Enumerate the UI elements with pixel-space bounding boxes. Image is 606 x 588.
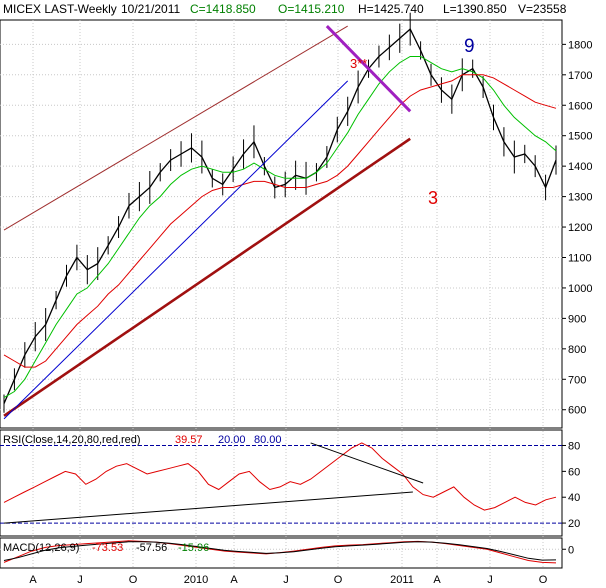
rsi-tick-label: 60 (568, 466, 580, 478)
x-tick-label: A (230, 574, 238, 586)
header-open: O=1415.210 (278, 2, 345, 16)
rsi-panel-frame (0, 429, 563, 537)
macd-label-macd: -73.53 (92, 542, 123, 554)
channel-top-trendline (3, 25, 348, 231)
rsi-tick-label: 40 (568, 492, 580, 504)
y-tick-label: 900 (568, 313, 586, 325)
rsi-label-lower: 20.00 (218, 434, 246, 446)
x-tick-label: 2011 (390, 574, 414, 586)
rsi-layer (0, 442, 562, 524)
rsi-label-name: RSI(Close,14,20,80,red,red) (3, 434, 141, 446)
rsi-label-upper: 80.00 (254, 434, 282, 446)
x-tick-label: O (334, 574, 343, 586)
macd-label-hist: -15.96 (178, 542, 209, 554)
rsi-support-trendline (3, 491, 413, 524)
x-tick-label: A (29, 574, 37, 586)
macd-label-signal: -57.56 (136, 542, 167, 554)
x-tick-label: J (77, 574, 83, 586)
ma-green-series (3, 56, 557, 399)
y-tick-label: 1300 (568, 192, 592, 204)
x-tick-label: J (487, 574, 493, 586)
y-tick-label: 1800 (568, 39, 592, 51)
ma-red-series (3, 74, 557, 368)
y-tick-label: 1700 (568, 70, 592, 82)
trendline-layer (3, 25, 412, 420)
macd-signal-line (3, 541, 557, 561)
header-low: L=1390.850 (443, 2, 507, 16)
grid-layer (0, 20, 562, 568)
annotation-wave3-top: 3** (350, 56, 367, 71)
x-tick-label: J (283, 574, 289, 586)
annotation-wave3-main: 3 (428, 188, 438, 208)
tick-label-layer: A J O 2010 A J O 2011 A J O60070080090010001100120… (29, 39, 592, 586)
header-high: H=1425.740 (358, 2, 424, 16)
rsi-label-value: 39.57 (175, 434, 203, 446)
macd-layer (0, 540, 562, 564)
y-tick-label: 800 (568, 344, 586, 356)
header-symbol: MICEX LAST-Weekly (3, 2, 117, 16)
x-tick-label: 2010 (184, 574, 208, 586)
y-tick-label: 600 (568, 405, 586, 417)
support-trendline (3, 137, 411, 417)
moving-average-layer (3, 56, 557, 399)
rsi-downtrend-trendline (310, 442, 424, 484)
header-volume: V=23558 (518, 2, 567, 16)
header-date: 10/21/2011 (121, 2, 180, 16)
y-tick-label: 1200 (568, 222, 592, 234)
macd-panel-frame (0, 537, 563, 569)
header-close: C=1418.850 (190, 2, 256, 16)
x-tick-label: O (129, 574, 138, 586)
macd-tick-label: 0 (568, 544, 574, 556)
y-tick-label: 1400 (568, 161, 592, 173)
rsi-tick-label: 20 (568, 518, 580, 530)
x-tick-label: O (539, 574, 548, 586)
annotation-wave9: 9 (464, 36, 475, 57)
rsi-series (3, 442, 557, 511)
rsi-tick-label: 80 (568, 441, 580, 453)
y-tick-label: 1500 (568, 131, 592, 143)
y-tick-label: 700 (568, 374, 586, 386)
y-tick-label: 1100 (568, 252, 592, 264)
macd-label-name: MACD(12,26,9) (3, 542, 79, 554)
downtrend-trendline (325, 25, 412, 113)
y-tick-label: 1600 (568, 100, 592, 112)
price-panel-frame (0, 19, 563, 429)
x-tick-label: A (433, 574, 441, 586)
channel-bottom-trendline (3, 80, 349, 420)
y-tick-label: 1000 (568, 283, 592, 295)
